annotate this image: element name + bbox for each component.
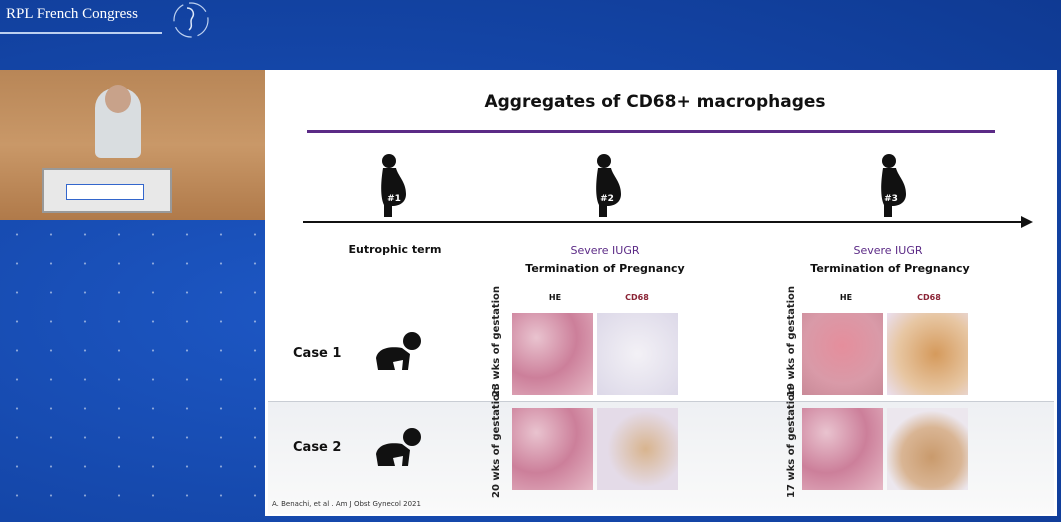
gestation-label: 19 wks of gestation bbox=[786, 285, 797, 397]
histology-he-image bbox=[512, 313, 593, 395]
pregnant-woman-icon bbox=[881, 154, 906, 217]
pregnant-woman-icon bbox=[596, 154, 621, 217]
histology-he-image bbox=[512, 408, 593, 490]
gestation-label: 23 wks of gestation bbox=[491, 285, 502, 397]
timeline-label-iugr: Severe IUGR bbox=[570, 244, 640, 257]
speaker-head bbox=[105, 85, 131, 113]
congress-logo-icon bbox=[173, 2, 209, 38]
speaker-video bbox=[0, 70, 265, 220]
gestation-label: 20 wks of gestation bbox=[491, 386, 502, 498]
timeline-marker: #3 bbox=[884, 194, 898, 204]
slide-title: Aggregates of CD68+ macrophages bbox=[484, 92, 826, 112]
stain-label-cd68: CD68 bbox=[917, 293, 941, 302]
histology-cd68-image bbox=[597, 313, 678, 395]
histology-cd68-image bbox=[887, 408, 968, 490]
histology-cd68-image bbox=[597, 408, 678, 490]
lectern bbox=[42, 168, 172, 213]
case-label: Case 1 bbox=[293, 346, 342, 361]
citation: A. Benachi, et al . Am J Obst Gynecol 20… bbox=[272, 500, 421, 508]
stain-label-cd68: CD68 bbox=[625, 293, 649, 302]
lectern-logo bbox=[66, 184, 144, 200]
timeline-marker: #1 bbox=[387, 194, 401, 204]
row-divider bbox=[268, 401, 1054, 402]
timeline-label: Termination of Pregnancy bbox=[810, 262, 970, 275]
pregnant-woman-icon bbox=[381, 154, 406, 217]
crawling-baby-icon bbox=[376, 332, 421, 370]
timeline-label: Termination of Pregnancy bbox=[525, 262, 685, 275]
gestation-label: 17 wks of gestation bbox=[786, 386, 797, 498]
timeline-marker: #2 bbox=[600, 194, 614, 204]
timeline-arrow bbox=[303, 216, 1033, 228]
brand-title: RPL French Congress bbox=[6, 6, 138, 22]
histology-he-image bbox=[802, 408, 883, 490]
crawling-baby-icon bbox=[376, 428, 421, 466]
background-pattern bbox=[0, 220, 265, 522]
stain-label-he: HE bbox=[839, 293, 853, 302]
case-label: Case 2 bbox=[293, 440, 342, 455]
title-underline bbox=[307, 130, 995, 133]
histology-cd68-image bbox=[887, 313, 968, 395]
stain-label-he: HE bbox=[548, 293, 562, 302]
histology-he-image bbox=[802, 313, 883, 395]
divider bbox=[0, 32, 162, 34]
timeline-label: Eutrophic term bbox=[348, 243, 442, 256]
timeline-label-iugr: Severe IUGR bbox=[853, 244, 923, 257]
